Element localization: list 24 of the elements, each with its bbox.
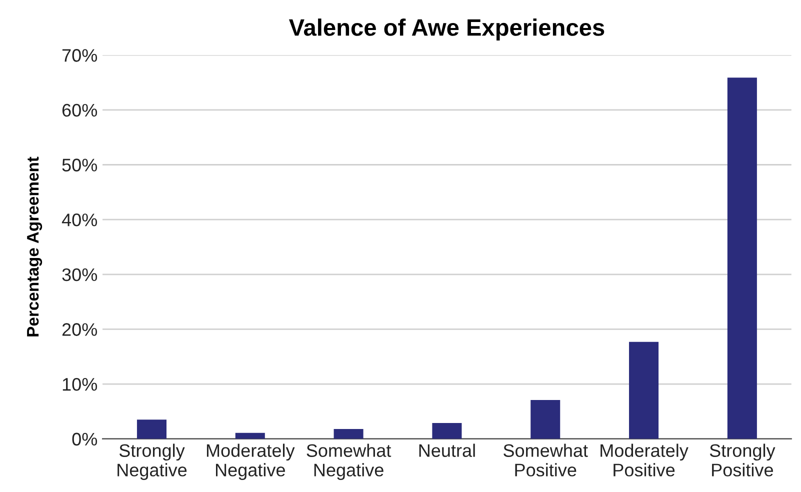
x-tick-label: Moderately Negative	[206, 444, 295, 480]
bar	[334, 428, 364, 439]
x-tick-label: Somewhat Negative	[306, 444, 392, 480]
y-tick-label: 30%	[62, 268, 98, 282]
bar	[235, 432, 265, 439]
x-tick-label: Strongly Positive	[710, 444, 776, 476]
y-tick-label: 70%	[62, 49, 98, 62]
y-tick-label: 10%	[62, 378, 98, 391]
x-tick-label: Somewhat Positive	[504, 444, 588, 476]
y-tick-label: 0%	[72, 432, 98, 446]
bar	[629, 342, 659, 439]
y-tick-label: 60%	[62, 104, 98, 117]
y-tick-label: 20%	[62, 323, 98, 336]
y-tick-label: 50%	[62, 158, 98, 172]
x-tick-label: Strongly Negative	[118, 444, 187, 480]
bar	[432, 422, 462, 439]
y-axis-title: Percentage Agreement	[27, 156, 42, 336]
chart-title: Valence of Awe Experiences	[288, 18, 604, 41]
x-tick-label: Neutral	[419, 444, 475, 457]
y-tick-label: 40%	[62, 214, 98, 226]
bar	[727, 78, 757, 439]
bar	[136, 420, 166, 439]
x-tick-label: Moderately Positive	[600, 444, 688, 476]
bar	[530, 400, 560, 439]
